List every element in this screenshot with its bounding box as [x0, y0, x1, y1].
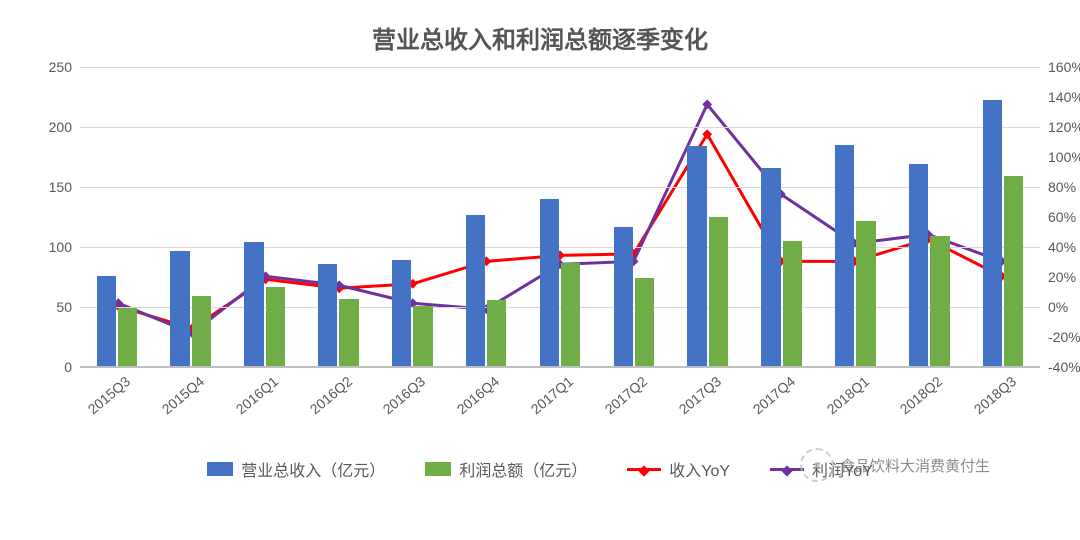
revenue-bar — [835, 145, 854, 366]
gridline — [80, 367, 1040, 368]
x-label: 2017Q4 — [749, 373, 797, 417]
x-label: 2015Q4 — [159, 373, 207, 417]
legend-swatch — [627, 468, 661, 471]
legend-swatch — [770, 468, 804, 471]
y-right-label: 160% — [1040, 59, 1080, 75]
y-right-label: 100% — [1040, 149, 1080, 165]
x-label: 2016Q2 — [306, 373, 354, 417]
revenue-bar — [909, 164, 928, 366]
gridline — [80, 67, 1040, 68]
gridline — [80, 247, 1040, 248]
profit-bar — [413, 306, 432, 366]
x-axis-labels: 2015Q3 2015Q4 2016Q1 2016Q2 2016Q3 2016Q4 2017… — [80, 373, 1040, 453]
y-right-label: -40% — [1040, 359, 1080, 375]
x-label: 2016Q1 — [232, 373, 280, 417]
y-left-label: 100 — [49, 239, 80, 255]
profit-bar — [1004, 176, 1023, 366]
revenue-bar — [540, 199, 559, 366]
profit-bar — [266, 287, 285, 366]
legend-item-profit-yoy: 利润YoY — [770, 457, 873, 481]
legend-swatch — [207, 462, 233, 476]
profit-bar — [561, 263, 580, 366]
y-left-label: 150 — [49, 179, 80, 195]
y-right-label: 60% — [1040, 209, 1076, 225]
y-right-label: 140% — [1040, 89, 1080, 105]
x-label: 2018Q2 — [897, 373, 945, 417]
profit-bar — [487, 300, 506, 366]
legend-item-revenue-yoy: 收入YoY — [627, 457, 730, 481]
revenue-bar — [392, 260, 411, 366]
y-left-label: 250 — [49, 59, 80, 75]
revenue-bar — [466, 215, 485, 366]
x-label: 2018Q3 — [971, 373, 1019, 417]
legend-item-profit-bar: 利润总额（亿元） — [425, 457, 587, 481]
y-right-label: 120% — [1040, 119, 1080, 135]
x-label: 2017Q3 — [676, 373, 724, 417]
legend: 营业总收入（亿元） 利润总额（亿元） 收入YoY 利润YoY — [20, 457, 1060, 481]
profit-bar — [635, 278, 654, 366]
legend-item-revenue-bar: 营业总收入（亿元） — [207, 457, 385, 481]
profit-bar — [930, 236, 949, 366]
profit-bar — [783, 241, 802, 366]
revenue-bar — [97, 276, 116, 366]
revenue-bar — [170, 251, 189, 366]
profit-bar — [339, 299, 358, 366]
x-label: 2017Q2 — [602, 373, 650, 417]
x-label: 2015Q3 — [85, 373, 133, 417]
x-label: 2016Q4 — [454, 373, 502, 417]
y-right-label: 20% — [1040, 269, 1076, 285]
gridline — [80, 187, 1040, 188]
legend-label: 利润总额（亿元） — [459, 457, 587, 481]
revenue-bar — [318, 264, 337, 366]
line-layer — [80, 67, 1040, 366]
x-label: 2017Q1 — [528, 373, 576, 417]
chart-title: 营业总收入和利润总额逐季变化 — [20, 20, 1060, 55]
y-left-label: 0 — [64, 359, 80, 375]
profit-bar — [118, 308, 137, 366]
revenue-bar — [983, 100, 1002, 366]
y-left-label: 50 — [56, 299, 80, 315]
x-label: 2018Q1 — [823, 373, 871, 417]
profit-bar — [856, 221, 875, 366]
revenue-bar — [614, 227, 633, 366]
y-right-label: 80% — [1040, 179, 1076, 195]
x-label: 2016Q3 — [380, 373, 428, 417]
legend-label: 利润YoY — [812, 457, 873, 481]
revenue-bar — [761, 168, 780, 366]
profit-bar — [709, 217, 728, 366]
legend-label: 营业总收入（亿元） — [241, 457, 385, 481]
gridline — [80, 307, 1040, 308]
revenue-bar — [687, 146, 706, 366]
y-right-label: 0% — [1040, 299, 1068, 315]
y-right-label: -20% — [1040, 329, 1080, 345]
legend-label: 收入YoY — [669, 457, 730, 481]
legend-swatch — [425, 462, 451, 476]
plot-area: 050100150200250-40%-20%0%20%40%60%80%100… — [80, 67, 1040, 367]
revenue-bar — [244, 242, 263, 366]
chart-container: 营业总收入和利润总额逐季变化 050100150200250-40%-20%0%… — [0, 0, 1080, 540]
profit-bar — [192, 296, 211, 366]
gridline — [80, 127, 1040, 128]
y-right-label: 40% — [1040, 239, 1076, 255]
y-left-label: 200 — [49, 119, 80, 135]
